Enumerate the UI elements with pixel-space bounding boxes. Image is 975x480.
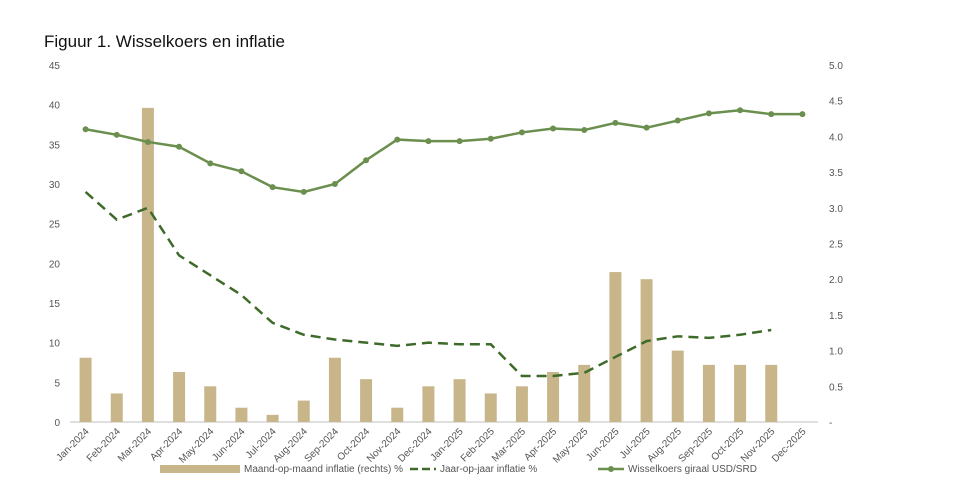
x-axis-tick: May-2025 — [551, 426, 591, 466]
right-axis-tick: 4.0 — [829, 132, 843, 143]
left-axis-tick: 30 — [49, 180, 61, 191]
legend-marker-fx — [608, 466, 614, 472]
bar-mom-inflation — [547, 372, 560, 422]
legend-label-yoy: Jaar-op-jaar inflatie % — [440, 464, 537, 475]
bar-mom-inflation — [110, 393, 123, 422]
bar-mom-inflation — [453, 379, 466, 422]
legend-swatch-mom — [160, 465, 240, 473]
point-exchange-rate — [394, 136, 401, 143]
right-axis-tick: 3.0 — [829, 204, 843, 215]
line-yoy-inflation — [84, 191, 772, 378]
point-exchange-rate — [331, 181, 338, 187]
x-axis-tick: Sep-2025 — [677, 426, 716, 465]
left-axis-tick: 20 — [49, 259, 61, 270]
bar-mom-inflation — [141, 107, 154, 422]
right-axis-tick: 4.5 — [829, 97, 843, 108]
bar-mom-inflation — [360, 379, 373, 422]
point-exchange-rate — [300, 188, 307, 195]
point-exchange-rate — [144, 138, 151, 145]
bar-mom-inflation — [297, 400, 310, 422]
point-exchange-rate — [456, 138, 463, 145]
point-exchange-rate — [207, 160, 214, 167]
legend-label-mom: Maand-op-maand inflatie (rechts) % — [244, 464, 403, 475]
point-exchange-rate — [768, 111, 775, 118]
bar-mom-inflation — [515, 386, 528, 422]
x-axis-tick: Mar-2024 — [116, 426, 154, 464]
x-axis-tick: Sep-2024 — [303, 426, 342, 465]
right-axis-tick: 3.5 — [829, 168, 843, 179]
point-exchange-rate — [612, 119, 619, 126]
point-exchange-rate — [581, 127, 588, 134]
point-exchange-rate — [113, 131, 120, 138]
bar-mom-inflation — [484, 393, 497, 422]
x-axis-tick: Jun-2025 — [584, 426, 622, 464]
x-axis-tick: May-2024 — [177, 426, 217, 466]
bar-mom-inflation — [266, 414, 279, 422]
bar-mom-inflation — [173, 372, 186, 422]
x-axis-tick: Mar-2025 — [490, 426, 528, 464]
legend-label-fx: Wisselkoers giraal USD/SRD — [628, 464, 757, 475]
point-exchange-rate — [518, 129, 525, 136]
right-axis-tick: - — [829, 418, 832, 429]
bar-mom-inflation — [734, 364, 747, 422]
bar-mom-inflation — [578, 364, 591, 422]
point-exchange-rate — [799, 111, 806, 118]
bar-mom-inflation — [640, 279, 653, 422]
point-exchange-rate — [705, 110, 712, 117]
right-axis-tick: 2.0 — [829, 275, 843, 286]
bar-mom-inflation — [765, 364, 778, 422]
point-exchange-rate — [363, 157, 370, 164]
bar-mom-inflation — [702, 364, 715, 422]
point-exchange-rate — [737, 107, 744, 114]
point-exchange-rate — [269, 184, 276, 191]
right-axis-tick: 5.0 — [829, 61, 843, 72]
left-axis-tick: 5 — [54, 378, 60, 389]
left-axis-tick: 15 — [49, 299, 61, 310]
point-exchange-rate — [643, 124, 650, 131]
point-exchange-rate — [82, 126, 89, 133]
right-axis-tick: 1.5 — [829, 311, 843, 322]
point-exchange-rate — [487, 135, 494, 142]
right-axis-tick: 0.5 — [829, 382, 843, 393]
left-axis-tick: 40 — [49, 101, 61, 112]
bar-mom-inflation — [204, 386, 217, 422]
point-exchange-rate — [550, 125, 557, 132]
left-axis-tick: 25 — [49, 220, 61, 231]
right-axis-tick: 1.0 — [829, 347, 843, 358]
point-exchange-rate — [425, 138, 432, 145]
left-axis-tick: 10 — [49, 339, 61, 350]
bar-mom-inflation — [328, 357, 341, 422]
bar-mom-inflation — [391, 407, 404, 422]
line-exchange-rate — [85, 108, 803, 194]
chart-title: Figuur 1. Wisselkoers en inflatie — [44, 32, 285, 51]
bar-mom-inflation — [671, 350, 684, 422]
bar-mom-inflation — [79, 357, 92, 422]
bar-mom-inflation — [609, 272, 622, 422]
right-axis-tick: 2.5 — [829, 240, 843, 251]
bar-mom-inflation — [422, 386, 435, 422]
left-axis-tick: 45 — [49, 61, 61, 72]
left-axis-tick: 0 — [54, 418, 60, 429]
x-axis-tick: Jun-2024 — [210, 426, 248, 464]
x-axis-tick: Dec-2024 — [396, 426, 435, 465]
point-exchange-rate — [674, 117, 681, 124]
point-exchange-rate — [176, 143, 183, 150]
x-axis-tick: Dec-2025 — [770, 426, 809, 465]
left-axis-tick: 35 — [49, 140, 61, 151]
bar-mom-inflation — [235, 407, 248, 422]
point-exchange-rate — [238, 168, 245, 175]
